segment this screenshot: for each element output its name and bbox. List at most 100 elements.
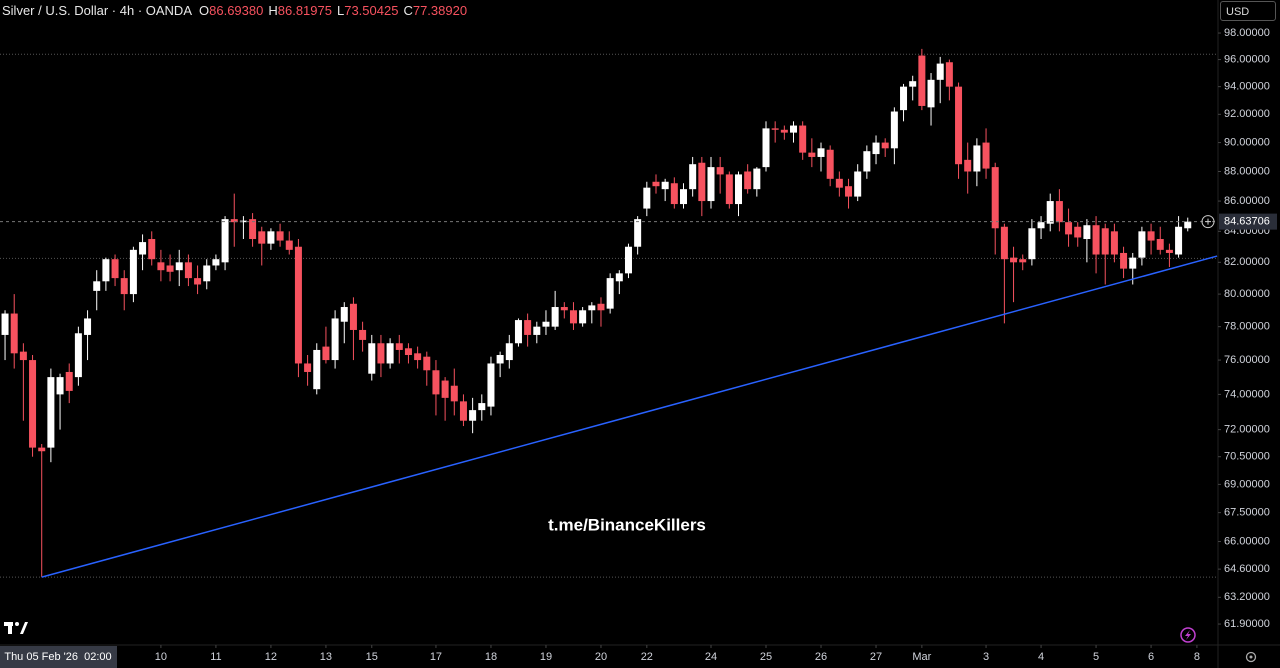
candle-body [597,303,605,311]
candle-body [945,62,953,87]
candle-body [459,401,467,421]
candle-body [982,142,990,169]
candle-body [1046,201,1054,224]
candle-body [120,278,128,295]
candle-body [258,231,266,244]
candle-body [47,377,55,448]
candle-body [505,343,513,361]
candle-body [74,333,82,378]
candle-body [414,353,422,361]
candle-body [817,148,825,157]
candle-body [689,164,697,190]
add-alert-icon[interactable] [1201,215,1215,229]
x-tick-label: Mar [912,651,931,663]
candle-body [900,86,908,111]
candle-body [166,265,174,272]
candle-body [194,278,202,285]
candle-body [478,403,486,411]
candle-body [588,305,596,311]
candle-body [93,281,101,291]
x-tick-label: 22 [641,651,653,663]
candle-body [744,171,752,190]
candle-body [955,86,963,165]
x-tick-label: 15 [366,651,378,663]
candle-body [762,128,770,168]
currency-select[interactable]: USD [1220,1,1276,21]
candle-body [322,346,330,361]
candle-body [359,329,367,340]
ohlc-label: C [403,3,413,18]
x-tick-label: 24 [705,651,717,663]
candle-body [1165,249,1173,253]
candle-body [716,167,724,175]
x-tick-label: 4 [1038,651,1044,663]
y-tick-label: 61.90000 [1224,618,1270,630]
y-tick-label: 78.00000 [1224,321,1270,333]
candle-body [65,371,73,391]
candle-body [808,152,816,157]
candle-body [377,343,385,364]
y-tick-label: 96.00000 [1224,53,1270,65]
ohlc-value: 73.50425 [344,3,399,18]
y-tick-label: 86.00000 [1224,195,1270,207]
settings-icon[interactable] [1245,651,1257,663]
candle-body [1147,231,1155,241]
symbol-title: Silver / U.S. Dollar · 4h · OANDA [2,3,192,18]
candle-body [368,343,376,374]
y-tick-label: 66.00000 [1224,535,1270,547]
candle-body [56,377,64,395]
ohlc-label: L [336,3,345,18]
watermark: t.me/BinanceKillers [548,515,706,534]
tv-logo [4,622,28,634]
y-tick-label: 82.00000 [1224,256,1270,268]
y-tick-label: 67.50000 [1224,507,1270,519]
candle-body [725,174,733,205]
ohlc-value: 77.38920 [412,3,468,18]
candle-body [551,307,559,327]
y-tick-label: 90.00000 [1224,136,1270,148]
y-tick-label: 98.00000 [1224,27,1270,39]
candle-body [863,151,871,172]
candle-body [514,320,522,344]
candle-body [1037,222,1045,229]
last-price-box [1219,213,1277,230]
lightning-icon[interactable] [1180,627,1196,643]
x-tick-label: 10 [155,651,167,663]
candle-body [84,318,92,335]
candle-body [1101,228,1109,255]
candle-body [267,231,275,244]
candle-body [157,262,165,271]
ohlc-value: 86.81975 [277,3,332,18]
candle-body [634,219,642,247]
crosshair-time-box [0,646,117,668]
ohlc-label: H [268,3,278,18]
y-tick-label: 94.00000 [1224,81,1270,93]
candle-body [854,171,862,197]
candle-body [881,142,889,149]
candle-body [304,363,312,372]
candle-body [203,265,211,282]
y-tick-label: 74.00000 [1224,388,1270,400]
candle-body [102,259,110,282]
candle-body [1000,226,1008,260]
candle-body [395,343,403,350]
header: Silver / U.S. Dollar · 4h · OANDA O86.693… [2,3,472,18]
x-tick-label: 6 [1148,651,1154,663]
candle-body [624,246,632,274]
candle-body [698,162,706,202]
candle-body [569,310,577,324]
candle-body [349,303,357,330]
candle-body [29,360,37,448]
candle-body [175,262,183,271]
x-tick-label: 25 [760,651,772,663]
candle-body [432,370,440,395]
candle-body [1175,226,1183,255]
candle-body [496,355,504,364]
x-tick-label: 20 [595,651,607,663]
candle-body [799,125,807,153]
add-alert-circle [1201,215,1215,229]
candle-body [1010,257,1018,263]
candle-body [331,318,339,361]
candle-body [643,187,651,209]
